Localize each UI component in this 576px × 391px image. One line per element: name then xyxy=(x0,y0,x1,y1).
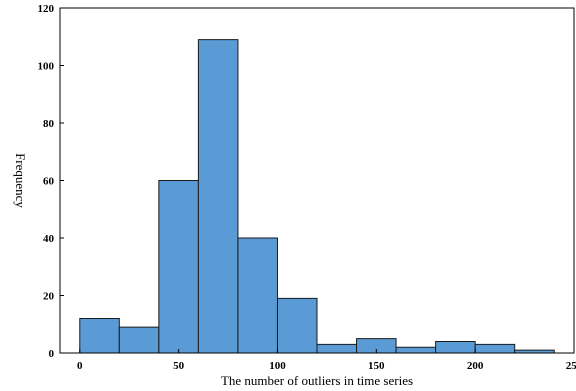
y-tick-label: 60 xyxy=(43,176,55,188)
histogram-bar xyxy=(276,297,318,354)
y-tick-label: 40 xyxy=(43,233,55,245)
x-tick-label: 150 xyxy=(368,360,385,372)
y-axis-ticks: 0 20 40 60 80 100 120 xyxy=(38,3,64,360)
histogram-bar xyxy=(395,346,437,354)
histogram-bar xyxy=(118,326,160,354)
x-tick-label: 250 xyxy=(566,360,576,372)
bars-group xyxy=(79,39,555,354)
x-tick-label: 200 xyxy=(467,360,484,372)
x-tick-label: 50 xyxy=(173,360,185,372)
y-tick-label: 0 xyxy=(49,348,55,360)
x-tick-label: 100 xyxy=(269,360,286,372)
y-axis-label: Frequency xyxy=(13,153,28,208)
histogram-bar xyxy=(79,318,120,354)
x-axis-ticks: 0 50 100 150 200 250 xyxy=(77,349,576,372)
histogram-bar xyxy=(316,343,358,354)
histogram-bar xyxy=(435,341,476,354)
x-tick-label: 0 xyxy=(77,360,83,372)
histogram-bar xyxy=(197,39,239,354)
histogram-bar xyxy=(158,180,199,354)
y-tick-label: 80 xyxy=(43,118,55,130)
y-tick-label: 120 xyxy=(38,3,55,15)
histogram-bar xyxy=(474,343,516,354)
y-tick-label: 20 xyxy=(43,291,55,303)
histogram-bar xyxy=(237,237,278,354)
x-axis-label: The number of outliers in time series xyxy=(221,373,413,388)
y-tick-label: 100 xyxy=(38,61,55,73)
